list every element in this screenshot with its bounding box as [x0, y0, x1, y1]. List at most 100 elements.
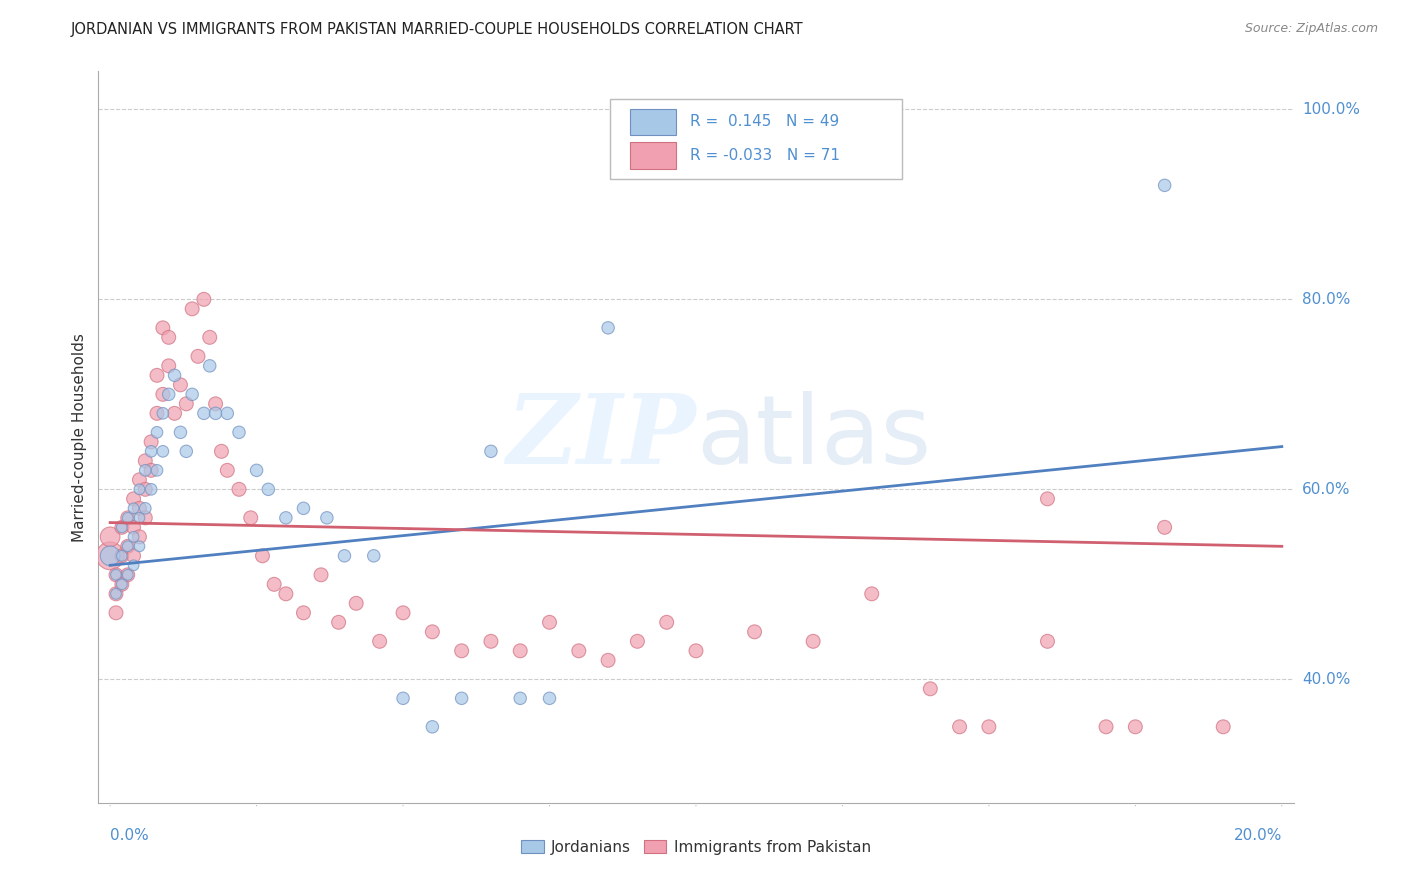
- Bar: [630, 109, 676, 135]
- Point: [450, 691, 472, 706]
- Point: [422, 624, 444, 639]
- Point: [257, 483, 280, 497]
- Point: [146, 368, 169, 383]
- Text: R = -0.033   N = 71: R = -0.033 N = 71: [690, 148, 839, 163]
- Point: [128, 511, 150, 525]
- Point: [134, 454, 156, 468]
- Point: [598, 321, 620, 335]
- Point: [538, 615, 561, 630]
- Point: [111, 549, 134, 563]
- Point: [122, 558, 145, 573]
- Point: [146, 406, 169, 420]
- Point: [157, 330, 180, 344]
- Point: [422, 720, 444, 734]
- Point: [198, 359, 221, 373]
- Point: [111, 549, 134, 563]
- Point: [193, 293, 215, 307]
- Point: [163, 368, 186, 383]
- Bar: [630, 143, 676, 169]
- Point: [117, 539, 139, 553]
- Point: [134, 511, 156, 525]
- Point: [509, 691, 531, 706]
- Point: [977, 720, 1000, 734]
- Point: [122, 549, 145, 563]
- Point: [309, 567, 332, 582]
- Point: [626, 634, 648, 648]
- Point: [239, 511, 262, 525]
- Text: ZIP: ZIP: [506, 390, 696, 484]
- Point: [152, 406, 174, 420]
- Point: [538, 691, 561, 706]
- Point: [217, 406, 239, 420]
- Point: [1153, 520, 1175, 534]
- Point: [169, 425, 191, 440]
- Point: [105, 606, 128, 620]
- Text: JORDANIAN VS IMMIGRANTS FROM PAKISTAN MARRIED-COUPLE HOUSEHOLDS CORRELATION CHAR: JORDANIAN VS IMMIGRANTS FROM PAKISTAN MA…: [70, 22, 803, 37]
- Point: [315, 511, 337, 525]
- Point: [117, 567, 139, 582]
- Point: [181, 301, 204, 316]
- Point: [141, 463, 163, 477]
- Point: [211, 444, 233, 458]
- Point: [122, 520, 145, 534]
- Point: [228, 425, 250, 440]
- Point: [479, 634, 502, 648]
- Point: [392, 691, 415, 706]
- Point: [368, 634, 391, 648]
- Text: 40.0%: 40.0%: [1302, 672, 1350, 687]
- Text: R =  0.145   N = 49: R = 0.145 N = 49: [690, 114, 839, 129]
- Point: [134, 483, 156, 497]
- Point: [204, 406, 226, 420]
- Point: [246, 463, 269, 477]
- Legend: Jordanians, Immigrants from Pakistan: Jordanians, Immigrants from Pakistan: [515, 834, 877, 861]
- Point: [598, 653, 620, 667]
- Point: [1036, 634, 1059, 648]
- Point: [860, 587, 883, 601]
- Point: [568, 644, 591, 658]
- Point: [117, 567, 139, 582]
- Point: [333, 549, 356, 563]
- Point: [117, 539, 139, 553]
- Point: [274, 511, 297, 525]
- Point: [292, 606, 315, 620]
- Point: [146, 463, 169, 477]
- Point: [744, 624, 766, 639]
- Point: [141, 444, 163, 458]
- Text: atlas: atlas: [696, 391, 931, 483]
- Point: [181, 387, 204, 401]
- Point: [479, 444, 502, 458]
- Point: [122, 491, 145, 506]
- Point: [105, 587, 128, 601]
- Point: [134, 463, 156, 477]
- Point: [128, 539, 150, 553]
- Y-axis label: Married-couple Households: Married-couple Households: [72, 333, 87, 541]
- Point: [174, 397, 197, 411]
- Point: [128, 501, 150, 516]
- Point: [152, 321, 174, 335]
- Point: [187, 349, 209, 363]
- Point: [128, 473, 150, 487]
- Point: [117, 511, 139, 525]
- FancyBboxPatch shape: [610, 99, 901, 179]
- Point: [146, 425, 169, 440]
- Point: [1153, 178, 1175, 193]
- Text: 100.0%: 100.0%: [1302, 102, 1360, 117]
- Point: [98, 549, 121, 563]
- Point: [128, 483, 150, 497]
- Text: Source: ZipAtlas.com: Source: ZipAtlas.com: [1244, 22, 1378, 36]
- Point: [111, 577, 134, 591]
- Point: [344, 596, 367, 610]
- Point: [1095, 720, 1118, 734]
- Point: [98, 530, 121, 544]
- Point: [163, 406, 186, 420]
- Point: [141, 483, 163, 497]
- Point: [392, 606, 415, 620]
- Point: [801, 634, 824, 648]
- Point: [105, 587, 128, 601]
- Point: [920, 681, 942, 696]
- Point: [509, 644, 531, 658]
- Point: [228, 483, 250, 497]
- Point: [128, 530, 150, 544]
- Point: [193, 406, 215, 420]
- Point: [169, 377, 191, 392]
